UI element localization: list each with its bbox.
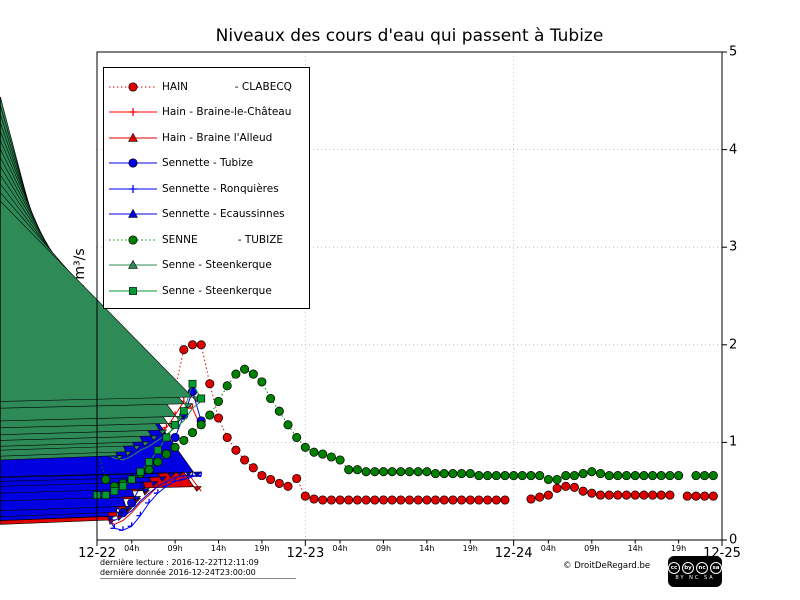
legend-marker: [104, 78, 162, 96]
cc-icons: cc by nc sa: [668, 562, 722, 574]
legend-label: Sennette - Ecaussinnes: [162, 208, 285, 221]
x-tick-label: 14h: [419, 544, 435, 553]
x-tick-label: 09h: [584, 544, 600, 553]
cc-icon: cc: [668, 562, 680, 574]
legend-item: Sennette - Tubize: [104, 151, 309, 177]
y-tick-label: 3: [729, 239, 738, 255]
legend-label: Hain - Braine l'Alleud: [162, 131, 273, 144]
x-tick-label: 14h: [210, 544, 227, 553]
x-tick-label: 19h: [462, 544, 478, 553]
legend-item: Senne - Steenkerque: [104, 253, 309, 279]
legend-marker: [104, 282, 162, 300]
x-tick-label: 12-22: [78, 546, 116, 561]
legend-marker: [104, 103, 162, 121]
copyright-text: © DroitDeRegard.be: [563, 561, 651, 571]
legend-item: Sennette - Ronquières: [104, 176, 309, 202]
y-tick-label: 2: [729, 337, 738, 353]
x-tick-label: 09h: [375, 544, 392, 553]
legend-marker: [104, 129, 162, 147]
y-tick-label: 5: [729, 44, 738, 60]
legend-label: Senne - Steenkerque: [162, 259, 272, 272]
x-tick-label: 14h: [627, 544, 643, 553]
legend-item: Hain - Braine l'Alleud: [104, 125, 309, 151]
footer-info: dernière lecture : 2016-12-22T12:11:09 d…: [100, 558, 259, 577]
legend-label: HAIN - CLABECQ: [162, 80, 292, 93]
chart-title: Niveaux des cours d'eau qui passent à Tu…: [215, 26, 604, 46]
legend-marker: [104, 205, 162, 223]
legend-item: HAIN - CLABECQ: [104, 74, 309, 100]
legend-marker: [104, 154, 162, 172]
x-tick-label: 12-24: [494, 546, 533, 561]
legend-marker: [104, 231, 162, 249]
legend-item: Sennette - Ecaussinnes: [104, 202, 309, 228]
last-reading-text: dernière lecture : 2016-12-22T12:11:09: [100, 558, 259, 567]
legend-item: SENNE - TUBIZE: [104, 227, 309, 253]
legend-label: Sennette - Tubize: [162, 157, 254, 170]
footer-divider: [100, 578, 296, 579]
cc-license-caption: BY NC SA: [675, 575, 715, 581]
cc-license-badge[interactable]: cc by nc sa BY NC SA: [668, 556, 722, 587]
y-tick-label: 4: [729, 142, 738, 158]
legend-marker: [104, 180, 162, 198]
legend-marker: [104, 256, 162, 274]
x-tick-label: 12-23: [286, 546, 325, 561]
cc-by-icon: by: [682, 562, 694, 574]
x-tick-label: 04h: [332, 544, 348, 553]
legend-item: Hain - Braine-le-Château: [104, 100, 309, 126]
y-tick-label: 1: [729, 434, 738, 450]
x-tick-label: 19h: [254, 544, 270, 553]
legend-item: Senne - Steenkerque: [104, 278, 309, 304]
x-tick-label: 19h: [670, 544, 687, 553]
cc-sa-icon: sa: [710, 562, 722, 574]
x-tick-label: 04h: [124, 544, 140, 553]
y-tick-label: 0: [729, 532, 738, 548]
last-data-text: dernière donnée 2016-12-24T23:00:00: [100, 567, 256, 577]
legend: HAIN - CLABECQ Hain - Braine-le-Château Ha…: [103, 67, 310, 309]
legend-label: Sennette - Ronquières: [162, 182, 279, 195]
legend-label: Senne - Steenkerque: [162, 284, 272, 297]
legend-label: SENNE - TUBIZE: [162, 233, 284, 246]
x-tick-label: 04h: [540, 544, 556, 553]
legend-label: Hain - Braine-le-Château: [162, 106, 292, 119]
cc-nc-icon: nc: [696, 562, 708, 574]
x-tick-label: 09h: [167, 544, 183, 553]
